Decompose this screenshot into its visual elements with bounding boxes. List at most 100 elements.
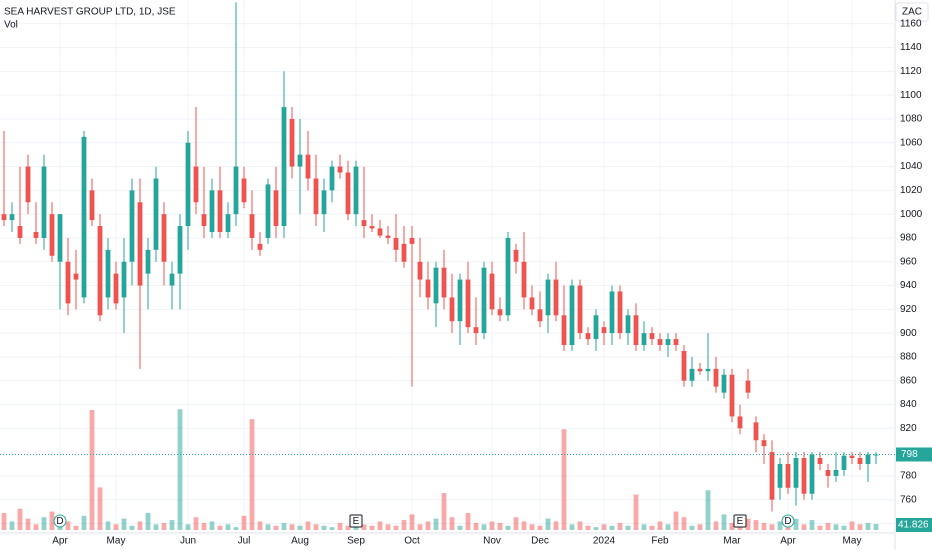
candle-body bbox=[801, 458, 807, 494]
volume-bar bbox=[513, 517, 519, 530]
candle-body bbox=[209, 190, 215, 232]
x-tick-label: Apr bbox=[52, 536, 68, 547]
y-tick-label: 920 bbox=[900, 304, 917, 315]
candle-body bbox=[649, 333, 655, 340]
y-tick-label: 820 bbox=[900, 423, 917, 434]
candle-body bbox=[513, 249, 519, 262]
volume-bar bbox=[833, 524, 839, 530]
candle-body bbox=[193, 166, 199, 203]
candle-body bbox=[705, 368, 711, 372]
candle-body bbox=[49, 214, 55, 256]
volume-bar bbox=[865, 522, 871, 530]
x-tick-label: Nov bbox=[483, 536, 501, 547]
volume-bar bbox=[273, 525, 279, 530]
last-price-label: 798 bbox=[901, 449, 918, 460]
volume-bar bbox=[409, 514, 415, 530]
volume-bar bbox=[289, 524, 295, 530]
candle-body bbox=[793, 458, 799, 488]
candle-body bbox=[529, 297, 535, 310]
candle-body bbox=[441, 267, 447, 298]
candle-body bbox=[289, 118, 295, 167]
y-tick-label: 940 bbox=[900, 280, 917, 291]
volume-bar bbox=[465, 512, 471, 530]
volume-bar bbox=[729, 522, 735, 530]
candle-body bbox=[249, 214, 255, 238]
volume-bar bbox=[841, 525, 847, 530]
x-tick-label: Dec bbox=[531, 536, 549, 547]
volume-bar bbox=[1, 512, 7, 530]
volume-bar bbox=[745, 518, 751, 530]
volume-bar bbox=[401, 520, 407, 530]
candle-body bbox=[369, 226, 375, 229]
candle-body bbox=[265, 184, 271, 238]
y-tick-label: 880 bbox=[900, 352, 917, 363]
chart-title: SEA HARVEST GROUP LTD, 1D, JSE bbox=[4, 7, 176, 18]
candle-body bbox=[729, 374, 735, 417]
volume-bar bbox=[305, 521, 311, 530]
candle-body bbox=[825, 469, 831, 476]
volume-bar bbox=[561, 429, 567, 530]
y-tick-label: 840 bbox=[900, 399, 917, 410]
volume-bar bbox=[489, 521, 495, 530]
volume-bar bbox=[257, 521, 263, 530]
volume-bar bbox=[81, 515, 87, 530]
volume-bar bbox=[169, 520, 175, 530]
volume-bar bbox=[577, 521, 583, 530]
volume-bar bbox=[313, 524, 319, 530]
candle-body bbox=[409, 237, 415, 244]
candle-body bbox=[609, 291, 615, 334]
candle-body bbox=[473, 327, 479, 334]
candle-body bbox=[833, 469, 839, 476]
volume-bar bbox=[481, 524, 487, 530]
volume-bar bbox=[521, 521, 527, 530]
candle-body bbox=[625, 315, 631, 334]
volume-bar bbox=[129, 525, 135, 530]
candle-body bbox=[321, 190, 327, 215]
volume-bar bbox=[105, 521, 111, 530]
candle-body bbox=[329, 166, 335, 191]
volume-bar bbox=[497, 522, 503, 530]
volume-bar bbox=[377, 521, 383, 530]
candle-body bbox=[849, 455, 855, 459]
x-tick-label: Apr bbox=[780, 536, 796, 547]
volume-bar bbox=[281, 522, 287, 530]
volume-bar bbox=[249, 419, 255, 530]
volume-bar bbox=[705, 490, 711, 530]
event-label: E bbox=[353, 516, 360, 527]
volume-bar bbox=[321, 525, 327, 530]
candle-body bbox=[313, 178, 319, 215]
y-tick-label: 1140 bbox=[900, 42, 922, 53]
candle-body bbox=[281, 107, 287, 227]
candle-body bbox=[257, 243, 263, 250]
x-tick-label: Jun bbox=[180, 536, 196, 547]
candle-body bbox=[857, 458, 863, 464]
volume-bar bbox=[65, 521, 71, 530]
event-label: D bbox=[56, 516, 63, 527]
volume-bar bbox=[121, 518, 127, 530]
x-tick-label: May bbox=[107, 536, 126, 547]
volume-bar bbox=[449, 517, 455, 530]
x-tick-label: Feb bbox=[651, 536, 669, 547]
candle-body bbox=[161, 214, 167, 262]
event-label: E bbox=[737, 516, 744, 527]
event-marker bbox=[53, 514, 67, 528]
candle-body bbox=[305, 154, 311, 179]
candle-body bbox=[9, 214, 15, 221]
candle-body bbox=[553, 279, 559, 316]
candle-body bbox=[393, 237, 399, 250]
volume-bar bbox=[553, 521, 559, 530]
currency-box[interactable] bbox=[895, 2, 929, 22]
candle-body bbox=[681, 350, 687, 381]
y-tick-label: 980 bbox=[900, 233, 917, 244]
candle-body bbox=[345, 172, 351, 215]
candle-body bbox=[617, 291, 623, 334]
volume-bar bbox=[617, 522, 623, 530]
volume-bar bbox=[593, 527, 599, 530]
candle-body bbox=[745, 380, 751, 393]
candle-body bbox=[777, 463, 783, 488]
candle-body bbox=[457, 279, 463, 322]
x-tick-label: May bbox=[843, 536, 862, 547]
volume-bar bbox=[217, 525, 223, 530]
candle-body bbox=[129, 190, 135, 262]
